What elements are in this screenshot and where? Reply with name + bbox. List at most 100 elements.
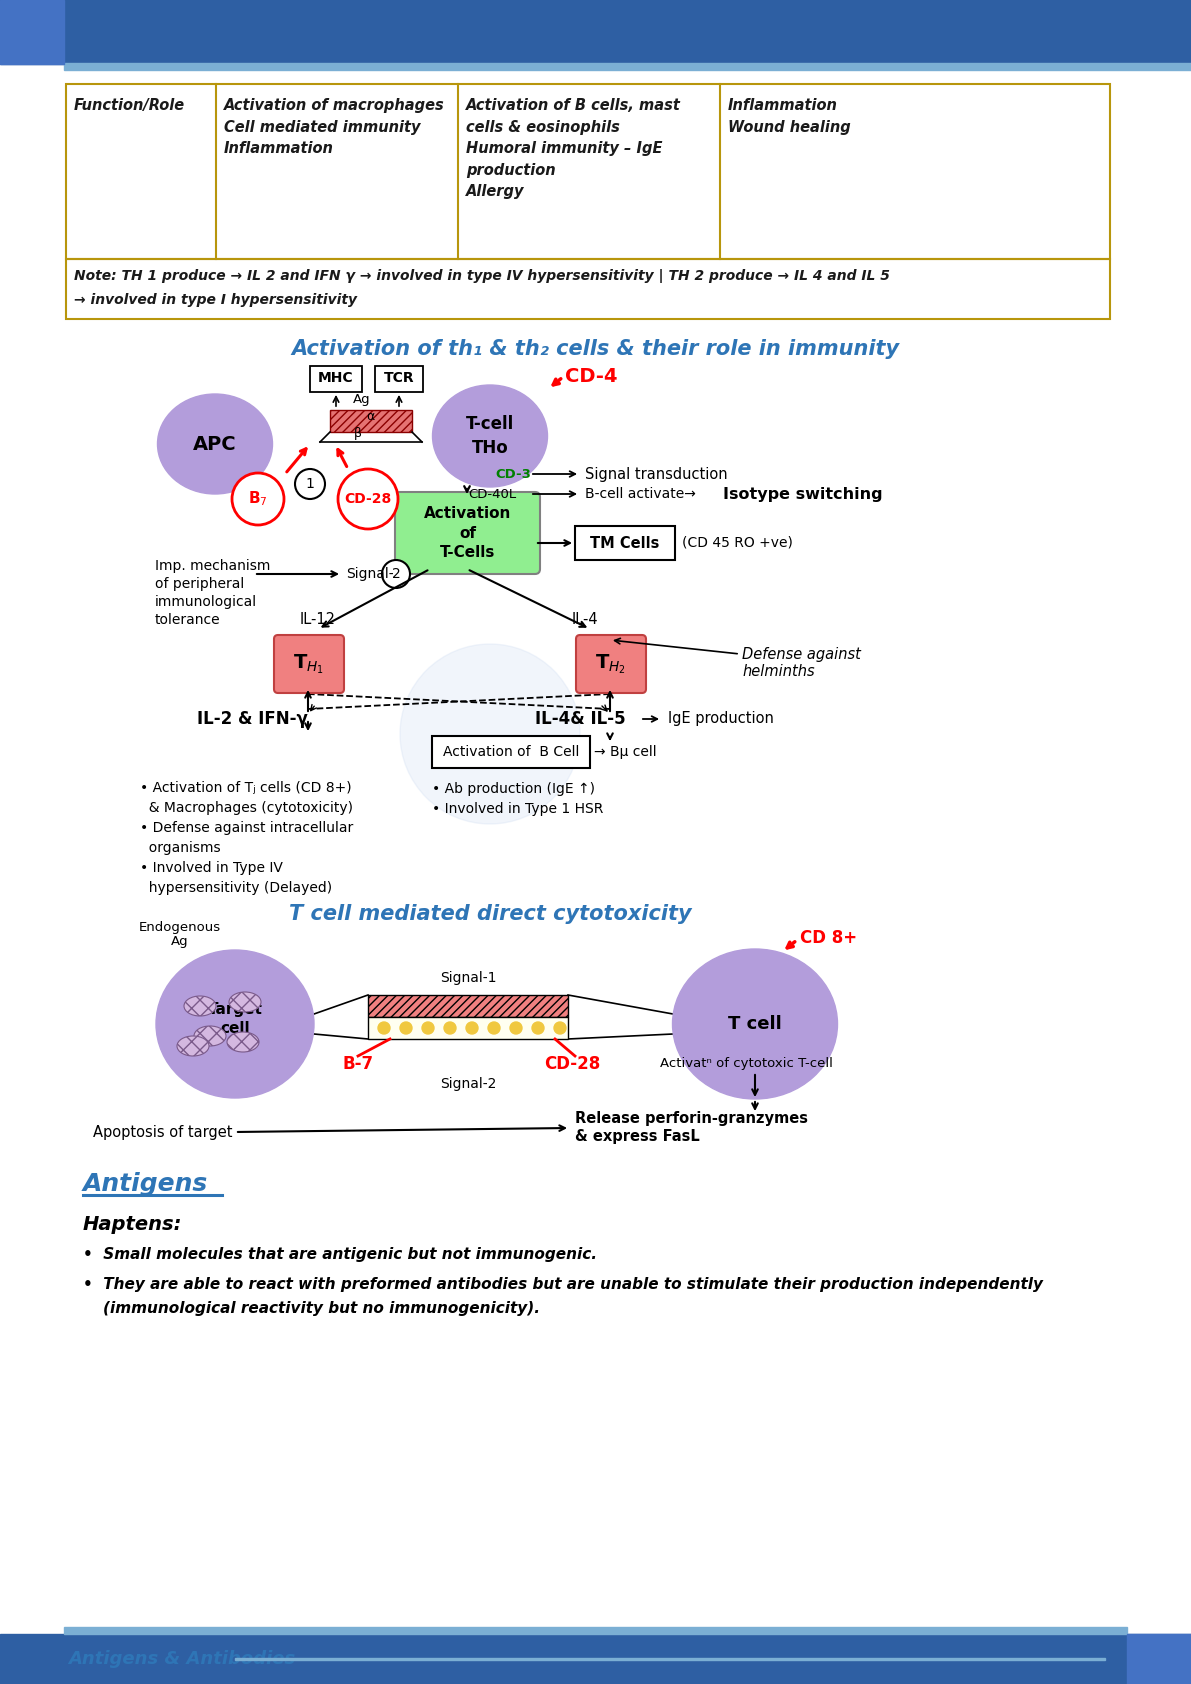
Ellipse shape xyxy=(177,1036,208,1056)
Bar xyxy=(375,365,423,392)
Text: IL-4: IL-4 xyxy=(572,611,598,626)
Circle shape xyxy=(382,561,410,588)
Text: T cell: T cell xyxy=(728,1015,781,1032)
Ellipse shape xyxy=(229,992,261,1012)
Text: α: α xyxy=(366,411,374,423)
Text: Endogenous: Endogenous xyxy=(139,921,222,935)
Text: & Macrophages (cytotoxicity): & Macrophages (cytotoxicity) xyxy=(141,802,353,815)
Circle shape xyxy=(488,1022,500,1034)
Circle shape xyxy=(400,1022,412,1034)
Text: T cell mediated direct cytotoxicity: T cell mediated direct cytotoxicity xyxy=(288,904,691,925)
Text: Signal-: Signal- xyxy=(347,568,393,581)
Text: CD-3: CD-3 xyxy=(495,468,531,480)
Text: Activation of  B Cell: Activation of B Cell xyxy=(443,744,579,759)
Text: B$_7$: B$_7$ xyxy=(248,490,268,509)
Bar xyxy=(310,365,362,392)
Text: B-7: B-7 xyxy=(343,1054,374,1073)
Text: Function/Role: Function/Role xyxy=(74,98,185,113)
Text: helminths: helminths xyxy=(742,665,815,680)
Bar xyxy=(0,0,64,64)
Text: Antigens & Antibodies: Antigens & Antibodies xyxy=(68,1650,295,1667)
Text: Haptens:: Haptens: xyxy=(83,1214,182,1233)
Text: → involved in type I hypersensitivity: → involved in type I hypersensitivity xyxy=(74,293,357,306)
Ellipse shape xyxy=(157,394,273,493)
Text: IL-2 & IFN-γ: IL-2 & IFN-γ xyxy=(197,711,307,727)
Ellipse shape xyxy=(194,1026,226,1046)
Text: immunological: immunological xyxy=(155,594,257,610)
Text: CD-28: CD-28 xyxy=(544,1054,600,1073)
Text: & express FasL: & express FasL xyxy=(575,1130,700,1145)
Text: Signal transduction: Signal transduction xyxy=(585,466,728,482)
Text: Imp. mechanism: Imp. mechanism xyxy=(155,559,270,573)
Text: 1: 1 xyxy=(306,477,314,492)
Bar xyxy=(368,1017,568,1039)
Text: β: β xyxy=(354,426,362,440)
Text: • Involved in Type IV: • Involved in Type IV xyxy=(141,861,283,876)
Text: T$_{H_2}$: T$_{H_2}$ xyxy=(594,652,625,675)
Text: Release perforin-granzymes: Release perforin-granzymes xyxy=(575,1111,807,1127)
Text: (immunological reactivity but no immunogenicity).: (immunological reactivity but no immunog… xyxy=(102,1302,540,1317)
Circle shape xyxy=(510,1022,522,1034)
Bar xyxy=(0,0,1191,64)
Text: Defense against: Defense against xyxy=(742,647,861,662)
Text: B-cell activate→: B-cell activate→ xyxy=(585,487,696,502)
Bar xyxy=(64,62,1191,71)
Text: •  They are able to react with preformed antibodies but are unable to stimulate : • They are able to react with preformed … xyxy=(83,1276,1043,1292)
Circle shape xyxy=(295,470,325,498)
Text: CD-40L: CD-40L xyxy=(468,487,516,500)
Text: organisms: organisms xyxy=(141,840,220,855)
Bar xyxy=(66,259,1110,318)
Text: of peripheral: of peripheral xyxy=(155,578,244,591)
Ellipse shape xyxy=(673,950,837,1100)
Bar xyxy=(575,525,675,561)
Text: IL-12: IL-12 xyxy=(300,611,336,626)
Bar xyxy=(64,1627,1127,1633)
Bar xyxy=(330,409,412,433)
Text: • Defense against intracellular: • Defense against intracellular xyxy=(141,822,354,835)
Text: Signal-1: Signal-1 xyxy=(439,972,497,985)
FancyBboxPatch shape xyxy=(395,492,540,574)
Text: CD-28: CD-28 xyxy=(344,492,392,505)
Bar xyxy=(368,995,568,1017)
Circle shape xyxy=(232,473,283,525)
Text: Ag: Ag xyxy=(172,936,189,948)
Ellipse shape xyxy=(432,386,548,487)
Text: •  Small molecules that are antigenic but not immunogenic.: • Small molecules that are antigenic but… xyxy=(83,1246,597,1261)
Text: • Ab production (IgE ↑): • Ab production (IgE ↑) xyxy=(432,781,596,797)
Bar xyxy=(66,84,1110,259)
Text: MHC: MHC xyxy=(318,370,354,386)
Text: APC: APC xyxy=(193,434,237,453)
Circle shape xyxy=(444,1022,456,1034)
Text: T-cell
THo: T-cell THo xyxy=(466,416,515,456)
Text: CD 8+: CD 8+ xyxy=(800,930,858,946)
Text: IgE production: IgE production xyxy=(668,712,774,726)
Text: • Activation of Tⱼ cells (CD 8+): • Activation of Tⱼ cells (CD 8+) xyxy=(141,781,351,795)
Text: Apoptosis of target: Apoptosis of target xyxy=(93,1125,232,1140)
Text: Activation of macrophages
Cell mediated immunity
Inflammation: Activation of macrophages Cell mediated … xyxy=(224,98,444,157)
Circle shape xyxy=(422,1022,434,1034)
Text: CD-4: CD-4 xyxy=(565,367,617,386)
Bar xyxy=(1127,1633,1191,1684)
Text: T$_{H_1}$: T$_{H_1}$ xyxy=(293,652,324,675)
Circle shape xyxy=(338,470,398,529)
Circle shape xyxy=(378,1022,389,1034)
Text: Inflammation
Wound healing: Inflammation Wound healing xyxy=(728,98,850,135)
Circle shape xyxy=(400,643,580,823)
Text: hypersensitivity (Delayed): hypersensitivity (Delayed) xyxy=(141,881,332,894)
Text: (CD 45 RO +ve): (CD 45 RO +ve) xyxy=(682,536,793,551)
Bar xyxy=(235,1659,1105,1660)
Text: Signal-2: Signal-2 xyxy=(439,1078,497,1091)
Text: Antigens: Antigens xyxy=(83,1172,208,1196)
Text: TCR: TCR xyxy=(384,370,414,386)
Circle shape xyxy=(554,1022,566,1034)
Ellipse shape xyxy=(183,995,216,1015)
Circle shape xyxy=(532,1022,544,1034)
Text: Target
cell: Target cell xyxy=(207,1002,262,1036)
FancyBboxPatch shape xyxy=(576,635,646,694)
Text: TM Cells: TM Cells xyxy=(591,536,660,551)
Text: tolerance: tolerance xyxy=(155,613,220,626)
Bar xyxy=(432,736,590,768)
Bar xyxy=(0,1633,1191,1684)
Text: Activation of B cells, mast
cells & eosinophils
Humoral immunity – IgE
productio: Activation of B cells, mast cells & eosi… xyxy=(466,98,681,199)
Text: Note: TH 1 produce → IL 2 and IFN γ → involved in type IV hypersensitivity | TH : Note: TH 1 produce → IL 2 and IFN γ → in… xyxy=(74,269,890,283)
